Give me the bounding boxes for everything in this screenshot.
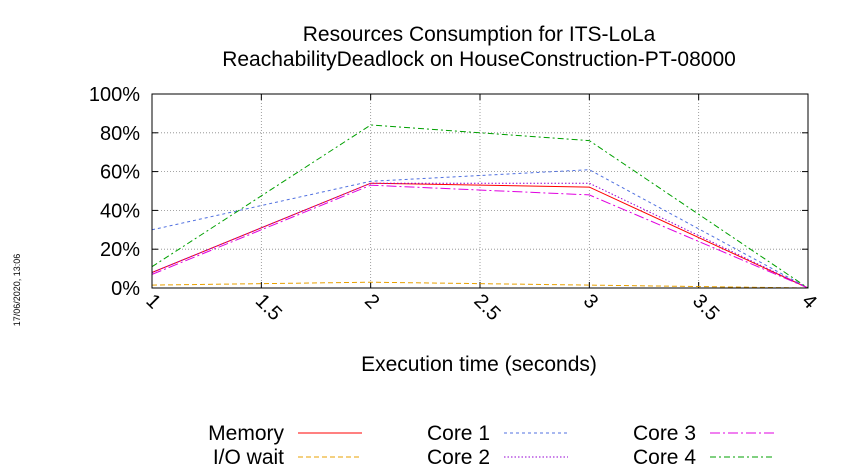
legend-label-memory: Memory xyxy=(208,422,284,445)
chart-subtitle: ReachabilityDeadlock on HouseConstructio… xyxy=(222,48,736,71)
y-tick-label: 100% xyxy=(89,84,140,106)
grid-lines xyxy=(152,94,808,288)
plot-frame xyxy=(151,93,809,289)
chart-title: Resources Consumption for ITS-LoLa xyxy=(303,23,656,46)
x-tick-label: 1 xyxy=(141,290,164,313)
y-tick-label: 80% xyxy=(100,123,140,145)
legend-label-core-4: Core 4 xyxy=(633,446,696,469)
y-tick-label: 40% xyxy=(100,200,140,222)
x-axis: 1 1.5 2 2.5 3 3.5 4 xyxy=(141,94,821,325)
series-line-memory xyxy=(151,182,809,289)
legend-label-core-3: Core 3 xyxy=(633,422,696,445)
legend-label-core-1: Core 1 xyxy=(427,422,490,445)
data-series xyxy=(151,124,809,289)
x-tick-label: 1.5 xyxy=(251,290,286,325)
series-line-core-3 xyxy=(151,184,809,289)
legend-label-core-2: Core 2 xyxy=(427,446,490,469)
series-line-i-o-wait xyxy=(151,281,809,289)
x-tick-label: 2 xyxy=(360,290,383,313)
timestamp: 17/06/2020, 13:06 xyxy=(12,254,22,327)
y-tick-label: 20% xyxy=(100,239,140,261)
x-tick-label: 3.5 xyxy=(688,290,723,325)
series-line-core-4 xyxy=(151,124,809,289)
y-tick-label: 0% xyxy=(111,278,140,300)
x-axis-label: Execution time (seconds) xyxy=(361,353,597,376)
x-tick-label: 2.5 xyxy=(469,290,504,325)
x-tick-label: 4 xyxy=(797,290,820,313)
y-axis: 0% 20% 40% 60% 80% 100% xyxy=(89,84,808,300)
x-tick-label: 3 xyxy=(579,290,602,313)
legend-label-i-o-wait: I/O wait xyxy=(213,446,284,469)
y-tick-label: 60% xyxy=(100,162,140,184)
